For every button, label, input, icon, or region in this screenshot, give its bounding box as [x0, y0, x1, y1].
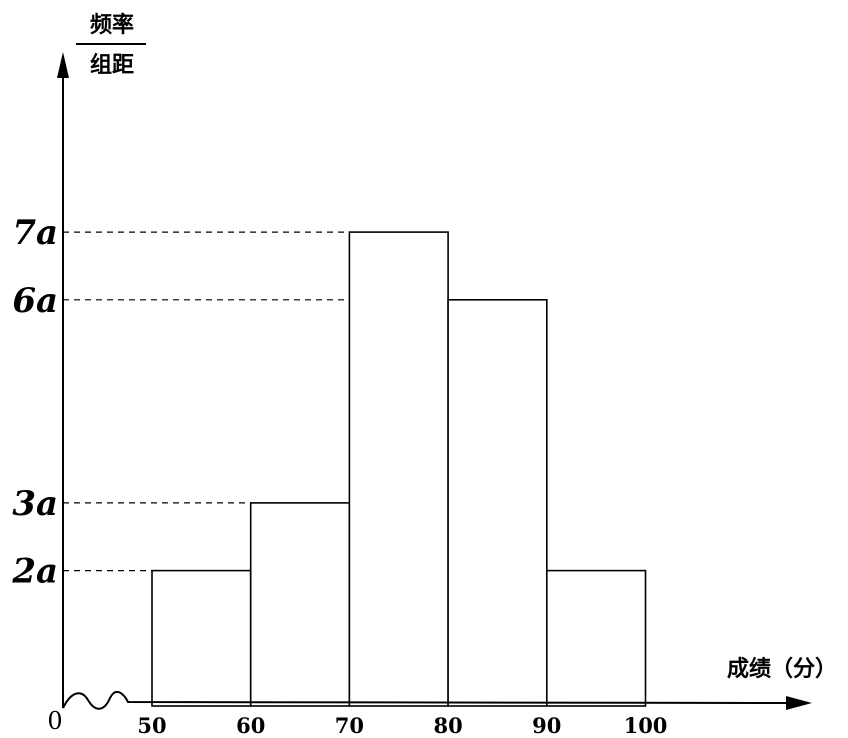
origin-label: 0: [47, 707, 62, 735]
x-tick-label-70: 70: [335, 713, 364, 738]
x-axis-label: 成绩（分）: [727, 656, 837, 682]
histogram-bar-70-80: [348, 231, 449, 707]
y-axis-arrow: [57, 52, 69, 78]
y-tick-label-6a: 6a: [12, 281, 58, 321]
histogram-bars: [151, 231, 647, 707]
histogram-bar-60-70: [249, 502, 351, 707]
histogram-bar-90-100: [545, 569, 647, 707]
histogram-bar-80-90: [447, 298, 548, 707]
y-tick-label-2a: 2a: [11, 552, 58, 592]
y-axis-label-numerator: 频率: [90, 12, 134, 38]
y-tick-label-3a: 3a: [12, 484, 58, 524]
x-tick-label-80: 80: [433, 713, 462, 738]
x-tick-label-60: 60: [236, 713, 265, 738]
histogram-bar-50-60: [151, 569, 252, 707]
x-axis-arrow: [786, 696, 812, 710]
y-tick-label-7a: 7a: [12, 213, 58, 253]
y-axis-label-denominator: 组距: [90, 52, 134, 78]
x-tick-label-100: 100: [624, 713, 668, 738]
x-tick-label-90: 90: [532, 713, 561, 738]
x-tick-label-50: 50: [137, 713, 166, 738]
x-tick-labels: 50 60 70 80 90 100: [137, 713, 667, 738]
x-axis-line: [62, 690, 801, 710]
y-tick-labels: 2a 3a 6a 7a: [11, 213, 58, 591]
